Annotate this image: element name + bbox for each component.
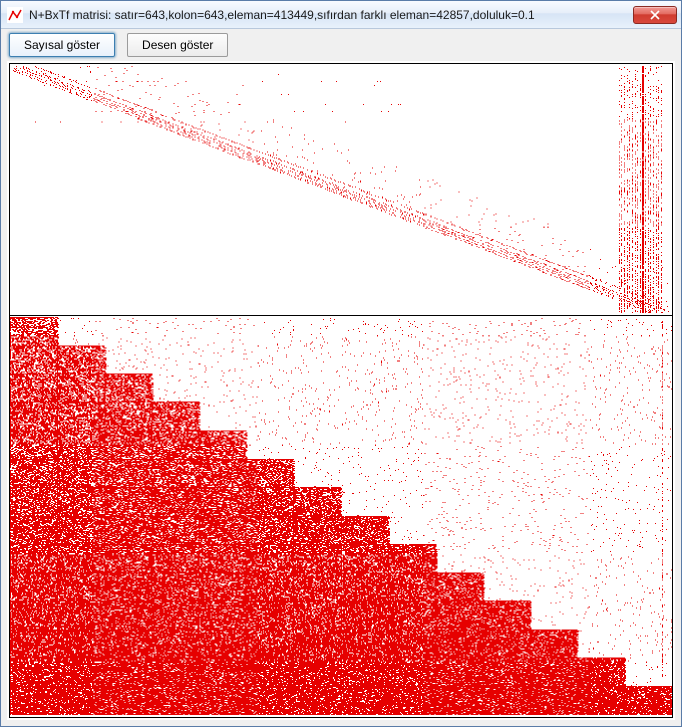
matrix-spy-canvas	[10, 64, 672, 717]
toolbar: Sayısal göster Desen göster	[1, 29, 681, 61]
close-button[interactable]	[633, 6, 677, 24]
client-area	[7, 61, 675, 720]
pattern-show-button[interactable]: Desen göster	[127, 33, 228, 57]
app-window: N+BxTf matrisi: satır=643,kolon=643,elem…	[0, 0, 682, 727]
numeric-show-button[interactable]: Sayısal göster	[9, 33, 115, 57]
window-title: N+BxTf matrisi: satır=643,kolon=643,elem…	[29, 8, 633, 22]
close-icon	[650, 10, 660, 20]
matrix-spy-frame	[9, 63, 673, 718]
titlebar: N+BxTf matrisi: satır=643,kolon=643,elem…	[1, 1, 681, 29]
app-icon	[7, 7, 23, 23]
